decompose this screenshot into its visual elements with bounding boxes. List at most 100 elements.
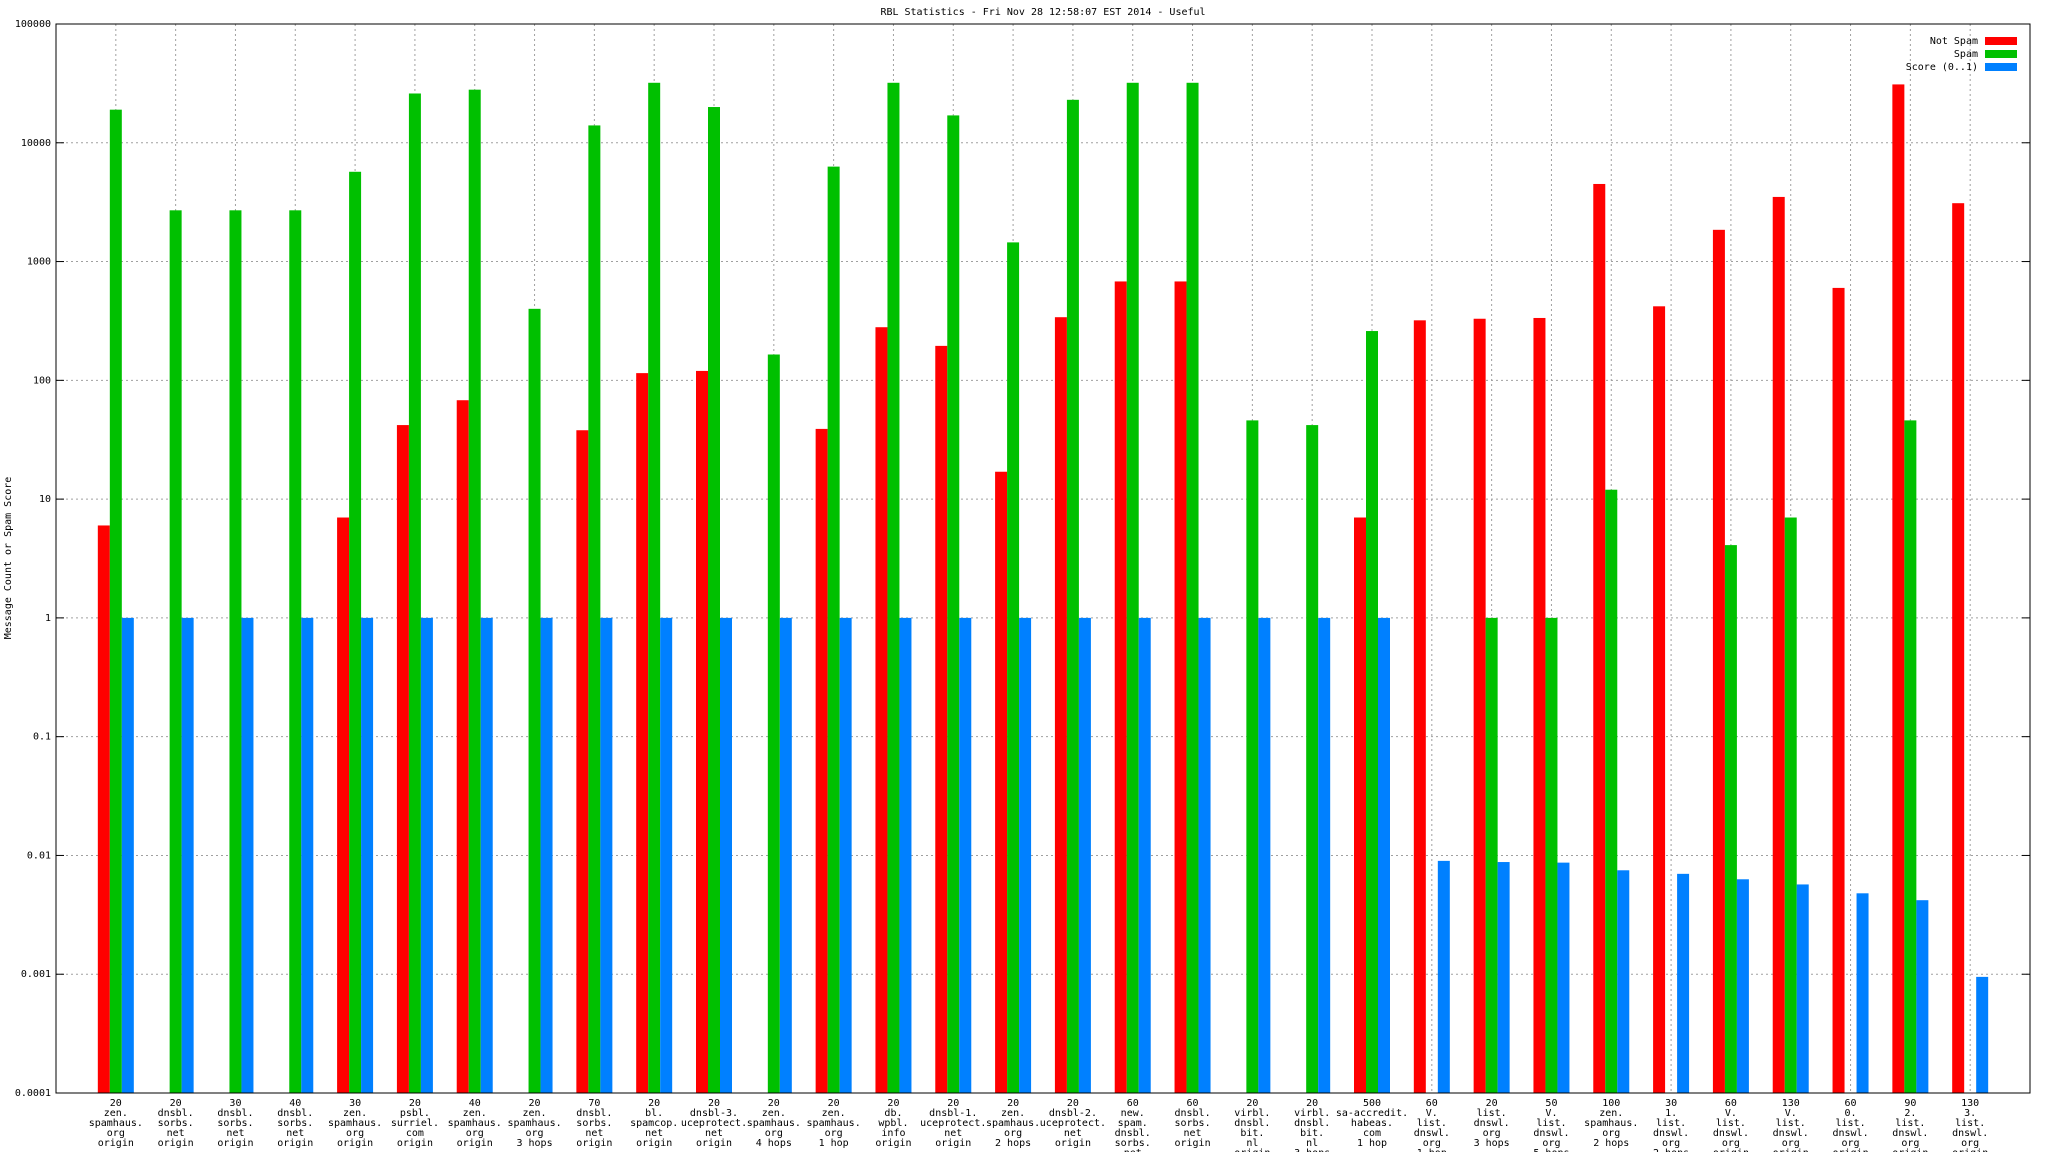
x-tick-label-line: 100 [1602,1098,1620,1109]
bar [1533,317,1546,1093]
x-tick-label-line: spamhaus. [1584,1118,1638,1129]
x-tick-label-line: origin [935,1138,971,1149]
x-tick-label: 60 dnsbl. sorbs. net origin [1174,1098,1210,1149]
bar [887,82,900,1094]
x-tick-label-line: zen. [1001,1108,1025,1119]
bar [121,617,134,1093]
bar [1653,306,1666,1093]
bar [708,107,720,1094]
bar [1318,617,1331,1093]
x-tick-label-line: 3 hops [1294,1148,1330,1152]
x-tick-label: 20 zen. spamhaus. org 3 hops [507,1098,561,1149]
y-tick-label: 100000 [15,19,51,30]
x-tick-label-line: 2 hops [995,1138,1031,1149]
bar [1473,318,1486,1094]
bar [1605,489,1618,1093]
x-tick-label-line: dnsbl. [277,1108,313,1119]
x-tick-label-line: 1 hop [819,1138,849,1149]
bar [1138,617,1151,1093]
x-tick-label-line: zen. [104,1108,128,1119]
x-tick-label-line: org [1782,1138,1800,1149]
bar [1078,617,1091,1093]
x-tick-label-line: db. [884,1108,902,1119]
x-tick-label: 30 dnsbl. sorbs. net origin [217,1098,253,1149]
bar [660,617,673,1093]
x-tick-label-line: origin [397,1138,433,1149]
x-tick-label-line: list. [1536,1118,1566,1129]
x-tick-label-line: dnswl. [1713,1128,1749,1139]
x-tick-label-line: net [286,1128,304,1139]
x-tick-label-line: info [881,1128,905,1139]
bar [97,525,110,1093]
bar [827,166,840,1093]
bar [1736,879,1749,1093]
x-tick-label-line: spam. [1118,1118,1148,1129]
x-tick-label-line: 3 hops [516,1138,552,1149]
x-tick-label-line: sorbs. [576,1118,612,1129]
x-tick-label-line: dnsbl. [158,1108,194,1119]
x-tick-label-line: list. [1656,1118,1686,1129]
x-tick-label-line: 60 [1845,1098,1857,1109]
x-tick-label-line: dnswl. [1653,1128,1689,1139]
bar [1354,517,1366,1093]
x-tick-label-line: net [705,1128,723,1139]
bar [779,617,792,1093]
x-tick-label-line: 5 hops [1533,1148,1569,1152]
x-tick-label-line: V. [1785,1108,1797,1119]
x-tick-label-line: org [107,1128,125,1139]
x-tick-label-line: dnsbl. [576,1108,612,1119]
x-tick-label-line: sorbs. [1174,1118,1210,1129]
x-tick-label-line: dnsbl. [217,1108,253,1119]
x-tick-label-line: origin [875,1138,911,1149]
bar [947,115,960,1093]
x-tick-label-line: wpbl. [878,1118,908,1129]
bar [169,210,182,1094]
x-tick-label-line: sa-accredit. [1336,1108,1408,1119]
x-tick-label-line: V. [1545,1108,1557,1119]
bar [1186,82,1199,1094]
x-tick-label-line: 20 [828,1098,840,1109]
x-tick-label: 500 sa-accredit. habeas. com 1 hop [1336,1098,1408,1149]
x-tick-label-line: zen. [1599,1108,1623,1119]
x-tick-label-line: 60 [1426,1098,1438,1109]
x-tick-label-line: origin [1234,1148,1270,1152]
bar [181,617,194,1093]
bar [241,617,254,1093]
bar [1724,545,1737,1093]
x-tick-label-line: dnswl. [1533,1128,1569,1139]
bar [456,400,469,1093]
x-tick-label-line: org [466,1128,484,1139]
y-tick-label: 1 [45,613,51,624]
x-tick-label-line: spamhaus. [448,1118,502,1129]
x-tick-label-line: 20 [170,1098,182,1109]
x-tick-label-line: zen. [762,1108,786,1119]
x-tick-label-line: uceprotect. [920,1118,986,1129]
x-tick-label-line: origin [1773,1148,1809,1152]
x-tick-label-line: zen. [522,1108,546,1119]
bar [1712,229,1725,1094]
bar [696,370,708,1094]
x-tick-label-line: nl [1306,1138,1318,1149]
x-tick-label-line: org [1483,1128,1501,1139]
x-tick-label-line: list. [1895,1118,1925,1129]
legend-swatch [1985,37,2017,45]
x-tick-label: 100 zen. spamhaus. org 2 hops [1584,1098,1638,1149]
x-tick-label-line: 20 [648,1098,660,1109]
x-tick-label-line: origin [1174,1138,1210,1149]
x-tick-label-line: bit. [1300,1128,1324,1139]
x-tick-label-line: dnsbl-3. [690,1108,738,1119]
bar [1497,862,1510,1093]
x-tick-label-line: origin [277,1138,313,1149]
x-tick-label-line: 60 [1127,1098,1139,1109]
y-tick-label: 0.01 [27,850,51,861]
x-tick-label: 20 db. wpbl. info origin [875,1098,911,1149]
x-tick-label-line: virbl. [1294,1108,1330,1119]
